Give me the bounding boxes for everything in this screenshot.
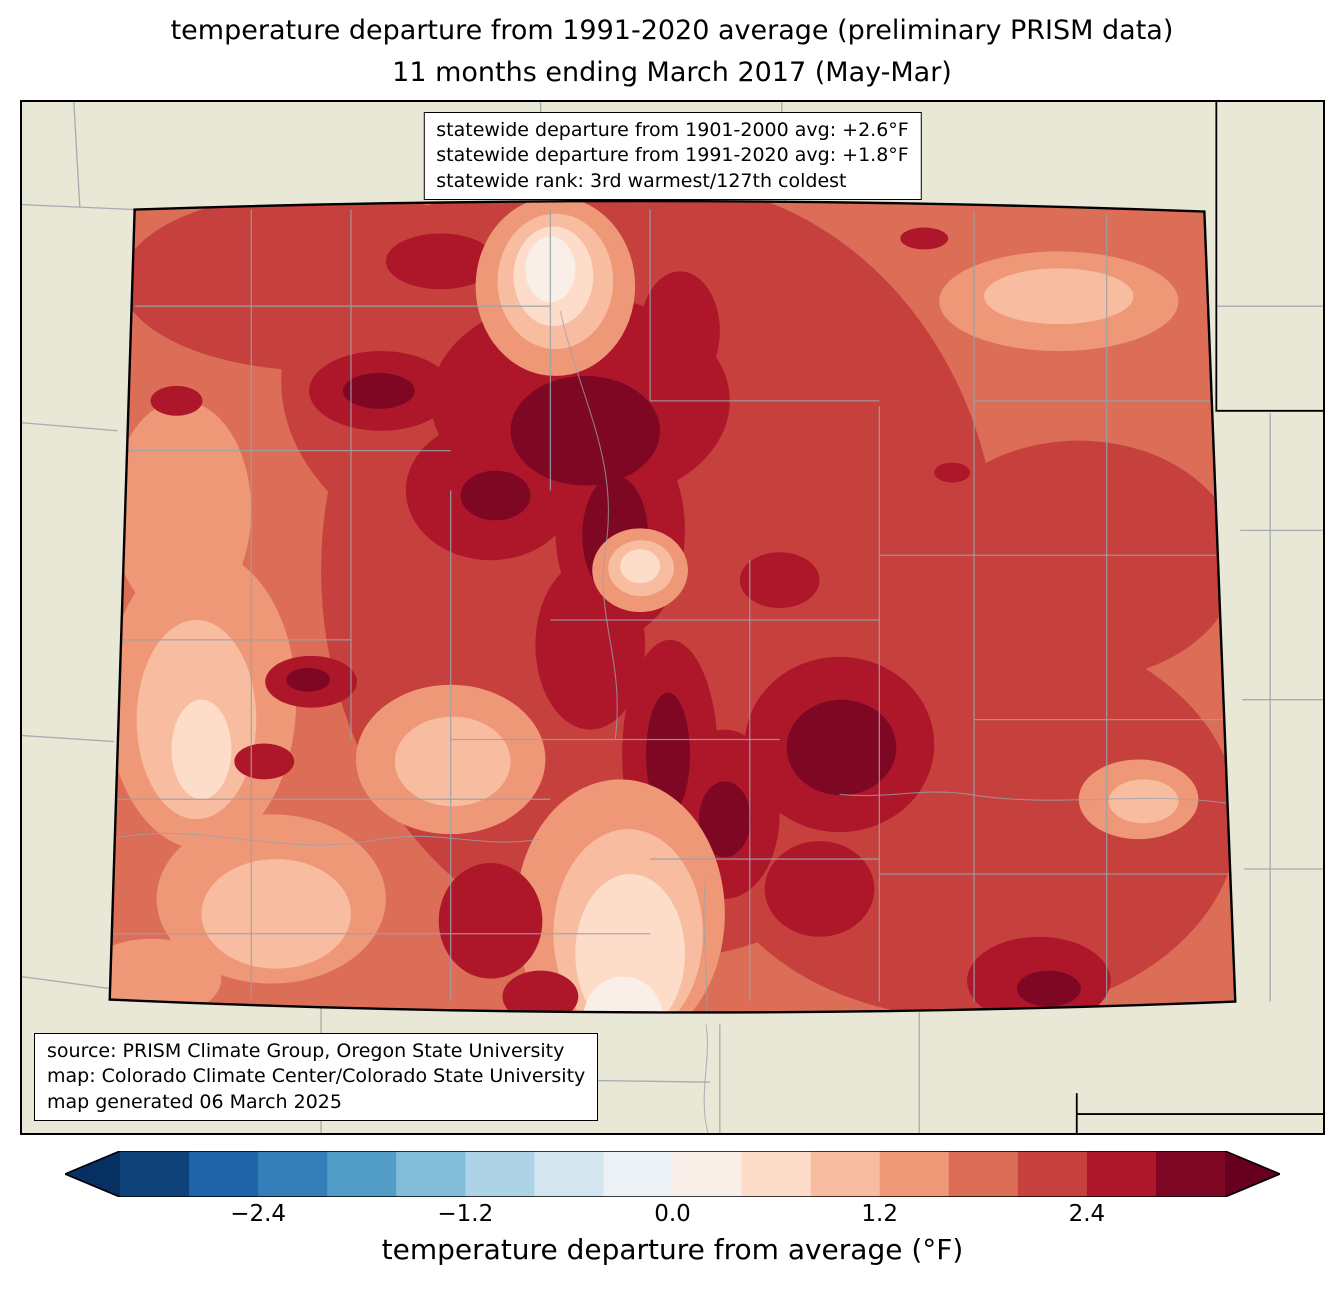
colorbar-ticks: −2.4 −1.2 0.0 1.2 2.4 xyxy=(65,1197,1280,1233)
source-line-2: map: Colorado Climate Center/Colorado St… xyxy=(47,1065,586,1088)
colorbar-segment xyxy=(120,1151,190,1197)
colorbar-arrow xyxy=(1225,1151,1280,1197)
colorbar-segment xyxy=(465,1151,535,1197)
colorbar-tick-label: −1.2 xyxy=(437,1201,494,1227)
stats-line-3: statewide rank: 3rd warmest/127th coldes… xyxy=(436,169,847,192)
colorbar-tick-label: 2.4 xyxy=(1068,1201,1106,1227)
colorbar-arrow xyxy=(65,1151,120,1197)
colorbar-segment xyxy=(1155,1151,1226,1197)
river-lines xyxy=(109,311,1236,1013)
colorbar-segment xyxy=(189,1151,259,1197)
stats-box: statewide departure from 1901-2000 avg: … xyxy=(423,112,922,201)
colorbar-tick-label: −2.4 xyxy=(230,1201,287,1227)
county-lines xyxy=(109,209,1236,1003)
title-line-1: temperature departure from 1991-2020 ave… xyxy=(170,15,1174,46)
colorbar-segment xyxy=(741,1151,812,1197)
map-frame: statewide departure from 1901-2000 avg: … xyxy=(20,100,1325,1135)
colorbar-label: temperature departure from average (°F) xyxy=(381,1233,964,1266)
stats-line-2: statewide departure from 1991-2020 avg: … xyxy=(436,144,909,167)
colorado-border xyxy=(108,199,1237,1014)
colorbar-segment xyxy=(534,1151,605,1197)
title-line-2: 11 months ending March 2017 (May-Mar) xyxy=(392,56,952,88)
colorbar-segment xyxy=(672,1151,743,1197)
stats-line-1: statewide departure from 1901-2000 avg: … xyxy=(436,119,909,141)
temperature-field xyxy=(109,201,1236,1013)
colorbar-segment xyxy=(396,1151,466,1197)
colorado-map xyxy=(22,102,1323,1133)
colorbar-tick-label: 1.2 xyxy=(861,1201,898,1227)
colorbar-segment xyxy=(879,1151,950,1197)
colorbar-segment xyxy=(258,1151,328,1197)
colorbar-segment xyxy=(1017,1151,1088,1197)
figure-title: temperature departure from 1991-2020 ave… xyxy=(0,10,1344,94)
colorbar-segment xyxy=(948,1151,1019,1197)
colorbar-segment xyxy=(810,1151,881,1197)
colorbar-segment xyxy=(1086,1151,1157,1197)
colorbar xyxy=(62,1150,1283,1198)
source-line-1: source: PRISM Climate Group, Oregon Stat… xyxy=(47,1039,565,1062)
colorbar-segment xyxy=(603,1151,674,1197)
colorbar-area: −2.4 −1.2 0.0 1.2 2.4 temperature departure … xyxy=(62,1150,1283,1266)
source-line-3: map generated 06 March 2025 xyxy=(47,1090,342,1113)
source-box: source: PRISM Climate Group, Oregon Stat… xyxy=(34,1032,599,1121)
colorbar-tick-label: 0.0 xyxy=(654,1201,691,1227)
colorbar-segment xyxy=(327,1151,397,1197)
